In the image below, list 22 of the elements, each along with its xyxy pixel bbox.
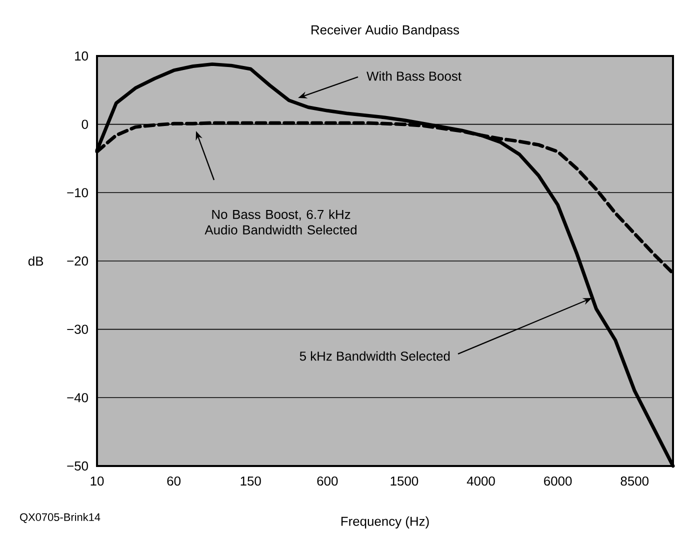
text: QX0705-Brink14 xyxy=(20,512,100,523)
x-tick-label: 10 xyxy=(90,476,104,486)
x-tick-label: 1500 xyxy=(390,476,418,486)
y-tick-label: −30 xyxy=(67,324,88,334)
x-tick-label: 8500 xyxy=(620,476,649,486)
y-tick-label: −20 xyxy=(67,256,88,266)
y-tick-label: 0 xyxy=(82,120,88,129)
x-tick-label: 4000 xyxy=(466,476,495,486)
annotation: 5 kHz Bandwidth Selected xyxy=(300,351,450,361)
x-axis-title: Frequency (Hz) xyxy=(341,516,429,528)
y-tick-label: −10 xyxy=(67,188,88,198)
x-tick-label: 600 xyxy=(317,476,338,486)
y-tick-label: −50 xyxy=(67,461,88,471)
y-axis-title: dB xyxy=(28,256,44,266)
x-tick-label: 6000 xyxy=(544,476,572,486)
annotation: No Bass Boost, 6.7 kHz Audio Bandwidth Selected xyxy=(204,210,356,234)
y-tick-label: 10 xyxy=(75,51,88,61)
y-tick-label: −40 xyxy=(67,393,88,402)
annotation: With Bass Boost xyxy=(366,71,462,81)
x-tick-label: 150 xyxy=(240,476,261,486)
chart-title: Receiver Audio Bandpass xyxy=(312,24,460,38)
x-tick-label: 60 xyxy=(167,476,181,486)
